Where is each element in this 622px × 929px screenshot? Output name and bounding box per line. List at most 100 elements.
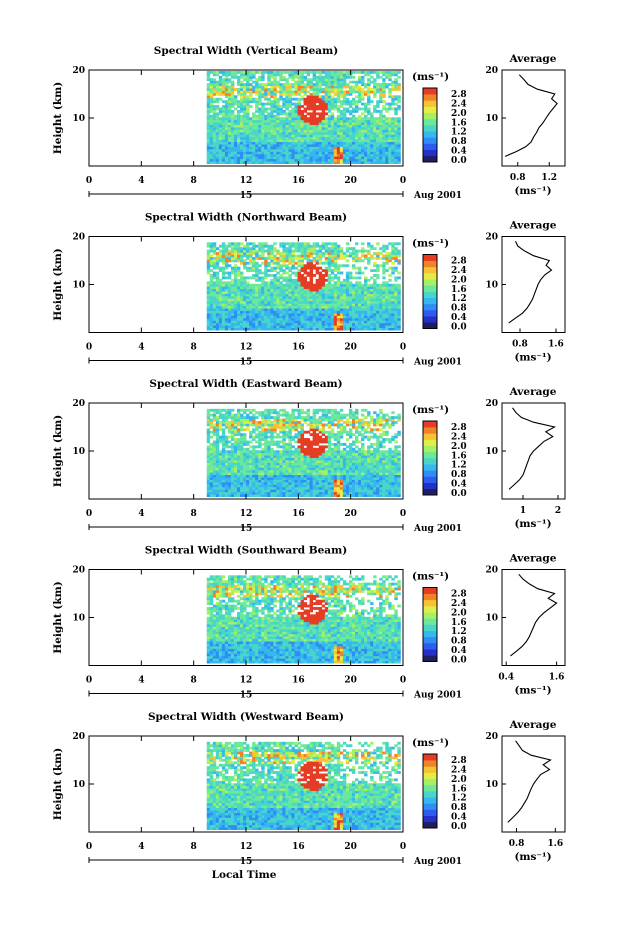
heatmap-cell: [237, 249, 241, 253]
heatmap-cell: [355, 139, 359, 143]
heatmap-cell: [373, 308, 377, 311]
heatmap-cell: [258, 158, 262, 162]
heatmap-cell: [270, 310, 274, 314]
heatmap-cell: [206, 457, 211, 461]
heatmap-cell: [273, 418, 277, 422]
heatmap-cell: [206, 295, 211, 299]
heatmap-cell: [339, 315, 344, 319]
heatmap-cell: [327, 320, 332, 324]
heatmap-cell: [209, 148, 214, 152]
heatmap-cell: [361, 156, 365, 160]
heatmap-cell: [270, 151, 274, 155]
heatmap-cell: [252, 252, 256, 255]
heatmap-cell: [243, 440, 247, 444]
heatmap-cell: [285, 158, 289, 162]
heatmap-cell: [291, 122, 295, 125]
heatmap-cell: [297, 242, 301, 246]
heatmap-cell: [230, 438, 235, 441]
heatmap-cell: [391, 249, 395, 253]
heatmap-cell: [230, 291, 235, 294]
heatmap-cell: [261, 252, 265, 255]
heatmap-cell: [206, 109, 211, 113]
heatmap-cell: [285, 85, 289, 89]
heatmap-cell: [252, 447, 256, 451]
heatmap-cell: [309, 327, 314, 331]
heatmap-cell: [291, 102, 295, 106]
heatmap-cell: [261, 144, 265, 147]
heatmap-cell: [282, 295, 286, 299]
heatmap-cell: [358, 322, 362, 326]
heatmap-cell: [237, 102, 241, 106]
heatmap-cell: [309, 310, 314, 314]
heatmap-cell: [333, 73, 338, 77]
heatmap-cell: [282, 153, 286, 157]
heatmap-cell: [358, 305, 362, 309]
heatmap-cell: [385, 131, 389, 135]
heatmap-cell: [230, 117, 235, 121]
heatmap-cell: [279, 97, 283, 101]
heatmap-cell: [243, 477, 247, 480]
heatmap-cell: [237, 283, 241, 287]
heatmap-cell: [267, 156, 271, 160]
heatmap-cell: [252, 119, 256, 123]
heatmap-cell: [221, 455, 226, 458]
heatmap-cell: [243, 254, 247, 258]
heatmap-cell: [212, 423, 217, 427]
heatmap-cell: [227, 428, 232, 432]
heatmap-cell: [249, 313, 253, 316]
heatmap-cell: [345, 264, 350, 268]
heatmap-cell: [348, 247, 353, 251]
heatmap-cell: [279, 327, 283, 331]
heatmap-cell: [255, 271, 259, 275]
heatmap-cell: [327, 146, 332, 150]
heatmap-cell: [237, 438, 241, 441]
heatmap-cell: [351, 252, 356, 255]
heatmap-cell: [273, 305, 277, 309]
heatmap-cell: [224, 315, 229, 319]
heatmap-cell: [333, 161, 338, 164]
heatmap-cell: [246, 474, 250, 478]
heatmap-cell: [385, 247, 389, 251]
heatmap-cell: [206, 416, 211, 419]
heatmap-cell: [318, 244, 323, 248]
heatmap-cell: [276, 308, 280, 311]
heatmap-cell: [376, 286, 380, 290]
heatmap-cell: [348, 129, 353, 133]
heatmap-cell: [249, 491, 253, 495]
heatmap-cell: [333, 83, 338, 86]
heatmap-cell: [397, 327, 401, 331]
heatmap-cell: [348, 305, 353, 309]
heatmap-cell: [237, 139, 241, 143]
heatmap-cell: [358, 80, 362, 84]
heatmap-cell: [312, 156, 317, 160]
heatmap-cell: [358, 153, 362, 157]
heatmap-cell: [291, 92, 295, 96]
heatmap-cell: [370, 254, 374, 258]
heatmap-cell: [336, 122, 341, 125]
heatmap-cell: [237, 109, 241, 113]
heatmap-cell: [339, 122, 344, 125]
heatmap-cell: [294, 144, 298, 147]
heatmap-cell: [351, 119, 356, 123]
heatmap-cell: [306, 286, 311, 290]
heatmap-cell: [270, 435, 274, 439]
heatmap-cell: [364, 283, 368, 287]
heatmap-cell: [215, 442, 220, 446]
heatmap-cell: [270, 122, 274, 125]
heatmap-cell: [345, 276, 350, 280]
heatmap-cell: [258, 322, 262, 326]
heatmap-cell: [370, 158, 374, 162]
heatmap-cell: [209, 92, 214, 96]
heatmap-cell: [243, 474, 247, 478]
heatmap-cell: [206, 486, 211, 490]
heatmap-cell: [379, 247, 383, 251]
heatmap-cell: [224, 252, 229, 255]
heatmap-cell: [367, 156, 371, 160]
heatmap-cell: [361, 158, 365, 162]
heatmap-cell: [261, 156, 265, 160]
heatmap-cell: [318, 112, 323, 116]
heatmap-cell: [246, 136, 250, 140]
heatmap-cell: [233, 139, 238, 143]
heatmap-cell: [336, 105, 341, 108]
heatmap-cell: [355, 85, 359, 89]
